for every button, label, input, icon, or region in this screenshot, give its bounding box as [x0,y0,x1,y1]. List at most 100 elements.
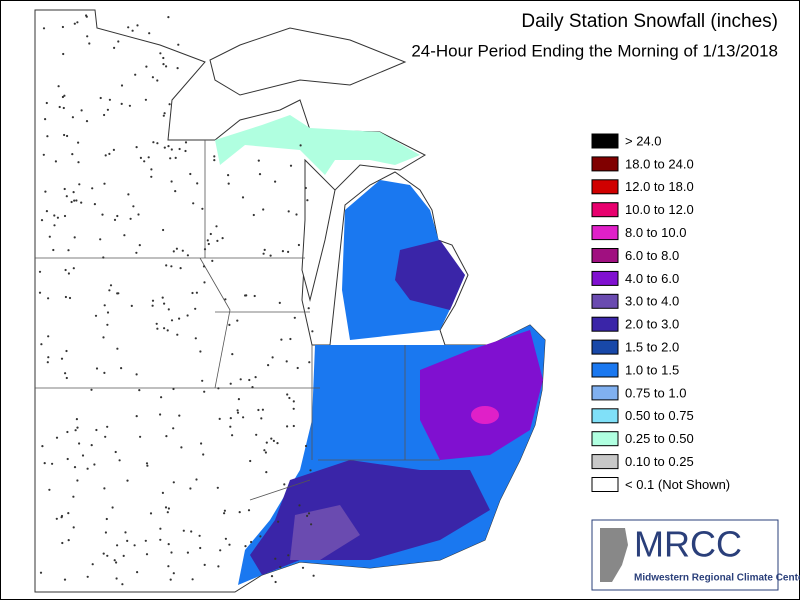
station-dot [65,376,68,380]
station-dot [248,378,251,382]
station-dot [215,225,218,228]
station-dot [128,104,131,107]
station-dot [104,154,107,157]
station-dot [62,52,65,56]
station-dot [199,350,202,353]
station-dot [111,506,114,509]
station-dot [280,338,283,341]
station-dot [252,213,255,217]
station-dot [167,145,170,148]
station-dot [265,471,268,474]
legend-swatch [591,293,619,309]
station-dot [63,578,67,581]
station-dot [156,142,159,145]
station-dot [127,193,130,196]
station-dot [113,46,116,50]
station-dot [39,571,43,574]
station-dot [57,85,60,88]
station-dot [147,156,150,159]
station-dot [255,433,258,436]
legend: > 24.0 18.0 to 24.0 12.0 to 18.0 10.0 to 12… [591,133,730,492]
station-dot [40,343,43,346]
station-dot [116,292,119,295]
station-dot [126,479,129,482]
legend-label: 10.0 to 12.0 [625,202,694,217]
station-dot [71,153,74,156]
station-dot [170,551,173,554]
station-dot [63,94,66,97]
station-dot [135,251,138,254]
station-dot [279,565,282,569]
station-dot [93,463,96,466]
snow-area [215,115,420,175]
station-dot [278,301,281,304]
legend-label: < 0.1 (Not Shown) [625,477,730,492]
station-dot [203,248,207,251]
station-dot [108,289,111,292]
station-dot [296,366,299,370]
station-dot [65,349,68,353]
station-dot [184,141,188,144]
station-dot [45,210,49,213]
legend-swatch [591,225,619,241]
station-dot [103,371,106,374]
station-dot [80,109,83,112]
legend-swatch [591,133,619,149]
station-dot [102,256,105,259]
station-dot [132,205,135,208]
station-dot [101,213,104,216]
station-dot [134,73,137,76]
station-dot [206,239,209,242]
legend-swatch [591,362,619,378]
station-dot [42,153,45,156]
station-dot [118,459,121,462]
station-dot [139,435,142,438]
snow-area [395,240,465,310]
station-dot [38,270,42,273]
station-dot [218,417,221,420]
station-dot [106,554,109,557]
station-dot [163,327,166,330]
station-dot [72,495,75,498]
station-dot [195,291,198,294]
station-dot [94,314,98,317]
station-dot [163,146,166,149]
station-dot [38,291,42,294]
station-dot [263,449,266,452]
station-dot [47,335,50,338]
station-dot [178,147,181,151]
station-dot [201,379,204,382]
station-dot [169,578,172,581]
station-dot [191,291,194,295]
station-dot [52,248,55,252]
station-dot [285,360,288,363]
legend-label: 1.5 to 2.0 [625,340,679,355]
station-dot [172,427,175,430]
station-dot [174,190,177,193]
station-dot [209,232,212,236]
station-dot [64,372,67,375]
station-dot [236,319,239,322]
station-dot [179,267,182,270]
legend-label: 0.25 to 0.50 [625,431,694,446]
station-dot [259,535,262,538]
station-dot [289,337,292,341]
station-dot [170,148,173,151]
station-dot [287,554,290,557]
station-dot [51,462,54,465]
station-dot [269,254,272,257]
station-dot [217,387,220,390]
legend-swatch [591,339,619,355]
station-dot [242,416,245,419]
legend-label: 4.0 to 6.0 [625,271,679,286]
station-dot [46,361,49,364]
station-dot [105,517,108,521]
station-dot [56,216,60,219]
logo-name: MRCC [634,524,742,565]
station-dot [186,551,189,554]
station-dot [60,357,64,360]
station-dot [236,409,239,412]
station-dot [274,557,277,560]
station-dot [211,259,214,262]
station-dot [120,102,123,105]
